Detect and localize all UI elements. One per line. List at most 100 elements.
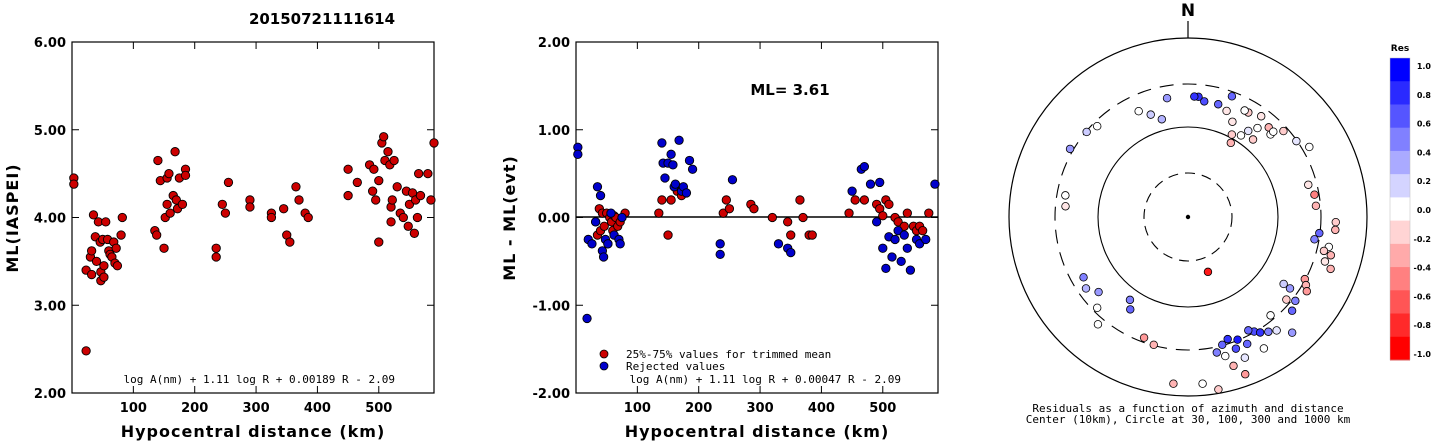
station-point	[1253, 123, 1262, 133]
data-point	[887, 252, 897, 262]
station-point	[1320, 257, 1330, 266]
data-point	[902, 208, 912, 218]
data-point	[674, 135, 684, 145]
y-tick-label: 3.00	[34, 299, 66, 314]
center-point	[1185, 214, 1191, 220]
station-point	[1287, 328, 1297, 337]
x-tick-label: 200	[181, 401, 208, 416]
data-point	[392, 182, 402, 192]
ring-1000km	[1008, 37, 1368, 397]
station-point	[1236, 131, 1246, 140]
station-point	[1079, 273, 1088, 282]
station-point	[1255, 328, 1265, 337]
colorbar-cell	[1390, 243, 1410, 268]
station-point	[1244, 126, 1253, 136]
data-points	[573, 135, 940, 324]
station-point	[1264, 327, 1273, 336]
data-point	[878, 243, 888, 253]
data-point	[101, 217, 111, 227]
data-point	[99, 261, 109, 271]
data-point	[387, 195, 397, 205]
data-point	[786, 247, 796, 258]
data-point	[211, 243, 221, 253]
station-point	[1065, 144, 1075, 154]
colorbar-cell	[1390, 81, 1410, 105]
data-point	[374, 237, 384, 247]
data-point	[374, 175, 384, 186]
ml-vs-distance-panel: 100 200 300 400 500 2.00 3.00 4.00 5.00 6.00 ML(I…	[3, 36, 439, 441]
data-point	[654, 208, 664, 218]
colorbar-tick-label: -0.2	[1414, 235, 1432, 244]
data-point	[859, 161, 870, 172]
north-label: N	[1181, 1, 1195, 21]
data-point	[721, 195, 731, 205]
colorbar: Res 1.0 0.8 0.6 0.4 0.2 0.0 -0.2 -0.4 -0.6 -0.8 -1…	[1389, 44, 1432, 361]
data-point	[294, 195, 304, 205]
station-point	[1198, 379, 1207, 388]
data-point	[403, 221, 413, 231]
y-axis-title: ML(IASPEI)	[3, 163, 22, 272]
data-point	[398, 212, 408, 223]
colorbar-title: Res	[1391, 44, 1409, 54]
data-point	[786, 230, 796, 240]
station-point	[1092, 121, 1102, 131]
colorbar-ticks: 1.0 0.8 0.6 0.4 0.2 0.0 -0.2 -0.4 -0.6 -0.8 -1.0	[1414, 62, 1432, 359]
data-point	[291, 182, 301, 192]
data-point	[389, 155, 399, 166]
data-point	[615, 239, 625, 249]
data-point	[217, 199, 227, 209]
data-point	[844, 208, 854, 218]
data-point	[153, 155, 163, 166]
figure-title: 20150721111614	[249, 10, 395, 28]
station-point	[1228, 117, 1237, 126]
data-point	[426, 195, 436, 205]
station-point	[1157, 115, 1167, 124]
data-point	[660, 173, 670, 183]
colorbar-cells	[1389, 57, 1411, 361]
station-point	[1061, 191, 1070, 200]
data-point	[592, 182, 603, 192]
colorbar-cell	[1390, 104, 1410, 129]
data-point	[899, 230, 909, 240]
data-point	[69, 179, 79, 189]
data-point	[367, 186, 378, 196]
y-tick-label: -1.00	[533, 299, 570, 314]
station-point	[1279, 126, 1288, 136]
caption-line-1: Residuals as a function of azimuth and d…	[1032, 402, 1343, 415]
station-point	[1227, 130, 1237, 139]
ml-annotation: ML= 3.61	[750, 81, 829, 99]
data-point	[670, 179, 681, 189]
data-point	[859, 195, 870, 205]
colorbar-tick-label: -0.8	[1414, 321, 1432, 330]
x-tick-label: 100	[120, 401, 147, 416]
data-point	[598, 252, 609, 262]
station-point	[1231, 344, 1241, 353]
station-point	[1310, 235, 1319, 244]
data-point	[343, 164, 353, 174]
data-point	[865, 179, 876, 189]
data-point	[582, 313, 592, 324]
data-point	[414, 168, 424, 179]
data-point	[875, 177, 885, 188]
station-point	[1146, 110, 1155, 119]
data-point	[162, 199, 172, 209]
station-point	[1272, 326, 1281, 335]
y-tick-label: 2.00	[34, 387, 66, 402]
station-point	[1326, 251, 1336, 260]
data-point	[921, 234, 931, 245]
data-point	[595, 190, 606, 201]
data-point	[606, 208, 616, 218]
colorbar-tick-label: -0.6	[1414, 292, 1432, 301]
station-point	[1240, 106, 1249, 115]
data-point	[386, 217, 396, 227]
data-point	[245, 202, 255, 212]
station-points	[1061, 92, 1340, 394]
x-tick-label: 500	[869, 401, 896, 416]
data-point	[603, 239, 613, 249]
station-point	[1326, 264, 1335, 274]
station-point	[1285, 284, 1295, 293]
station-point	[1212, 348, 1222, 357]
data-point	[783, 217, 793, 227]
data-point	[409, 228, 420, 238]
station-point	[1190, 92, 1199, 101]
